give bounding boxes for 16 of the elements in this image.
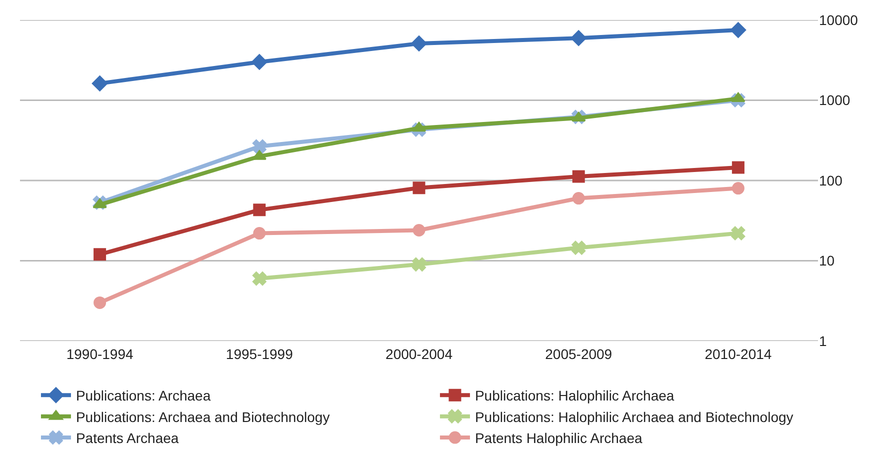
- x-tick-label: 1995-1999: [226, 346, 294, 362]
- x-tick-label: 2010-2014: [704, 346, 772, 362]
- legend-label: Patents Halophilic Archaea: [474, 430, 642, 446]
- legend-label: Publications: Archaea and Biotechnology: [76, 408, 330, 425]
- y-tick-label: 1: [819, 332, 827, 349]
- legend-label: Patents Archaea: [76, 430, 179, 446]
- legend-label: Publications: Archaea: [76, 388, 211, 404]
- x-tick-label: 1990-1994: [66, 346, 134, 362]
- legend-label: Publications: Halophilic Archaea: [474, 388, 674, 404]
- y-tick-label: 1000: [819, 92, 850, 108]
- y-tick-label: 100: [819, 172, 843, 188]
- y-tick-label: 10000: [819, 12, 858, 28]
- legend-label: Publications: Halophilic Archaea and Biotechnology: [474, 408, 794, 425]
- y-tick-label: 10: [819, 252, 835, 269]
- x-tick-label: 2000-2004: [386, 346, 453, 362]
- x-tick-label: 2005-2009: [545, 346, 612, 362]
